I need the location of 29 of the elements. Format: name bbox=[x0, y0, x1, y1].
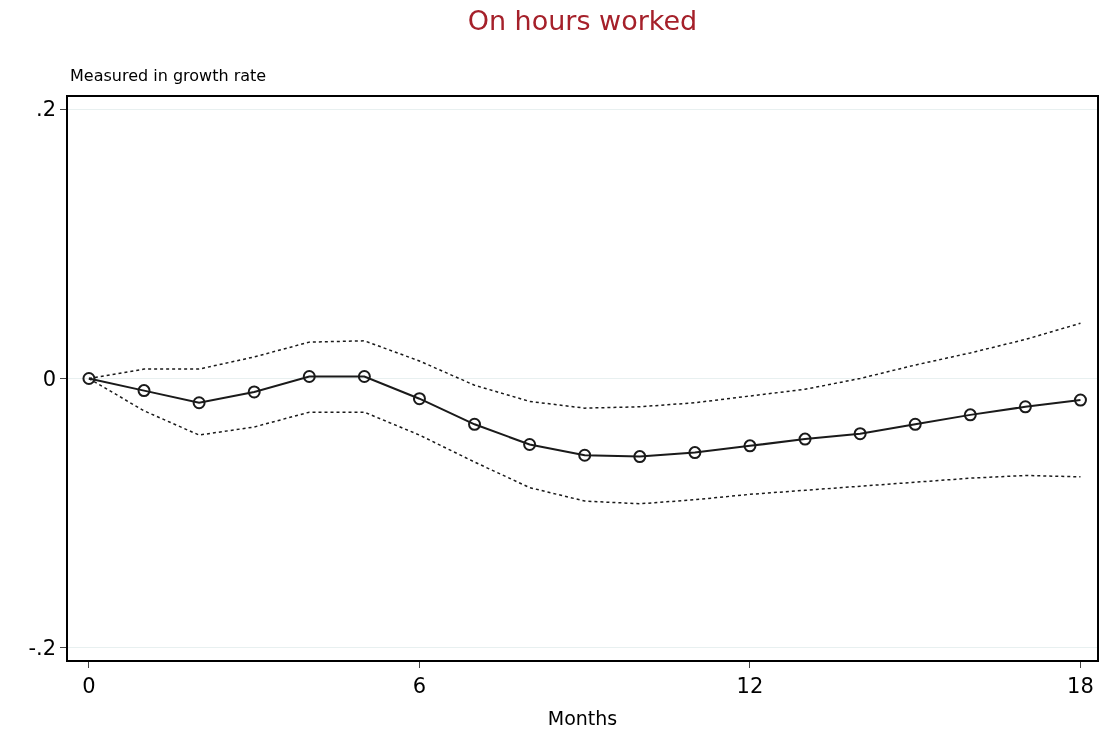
point bbox=[137, 384, 151, 398]
point bbox=[633, 450, 647, 464]
point bbox=[523, 438, 537, 451]
x-tick-label: 0 bbox=[82, 673, 96, 698]
point bbox=[1018, 400, 1032, 414]
point bbox=[357, 369, 371, 383]
point bbox=[468, 417, 482, 431]
point bbox=[1073, 393, 1087, 407]
x-tick-label: 6 bbox=[412, 673, 427, 698]
point bbox=[963, 408, 977, 422]
point bbox=[578, 448, 592, 462]
point bbox=[302, 369, 316, 383]
chart-title: On hours worked bbox=[467, 5, 698, 37]
y-tick-label: -.2 bbox=[28, 636, 57, 661]
y-axis-title: Measured in growth rate bbox=[70, 66, 267, 85]
x-tick-label: 12 bbox=[736, 673, 764, 698]
point bbox=[908, 417, 922, 431]
point bbox=[412, 392, 426, 406]
x-axis-title: Months bbox=[547, 707, 618, 730]
point bbox=[743, 439, 757, 453]
x-tick-label: 18 bbox=[1067, 673, 1094, 698]
y-tick-label: .2 bbox=[36, 97, 57, 122]
point bbox=[688, 446, 702, 460]
point bbox=[192, 396, 206, 410]
y-tick-label: 0 bbox=[42, 366, 57, 391]
point bbox=[247, 385, 261, 399]
point bbox=[798, 432, 812, 446]
point bbox=[82, 372, 96, 385]
point bbox=[853, 427, 867, 441]
